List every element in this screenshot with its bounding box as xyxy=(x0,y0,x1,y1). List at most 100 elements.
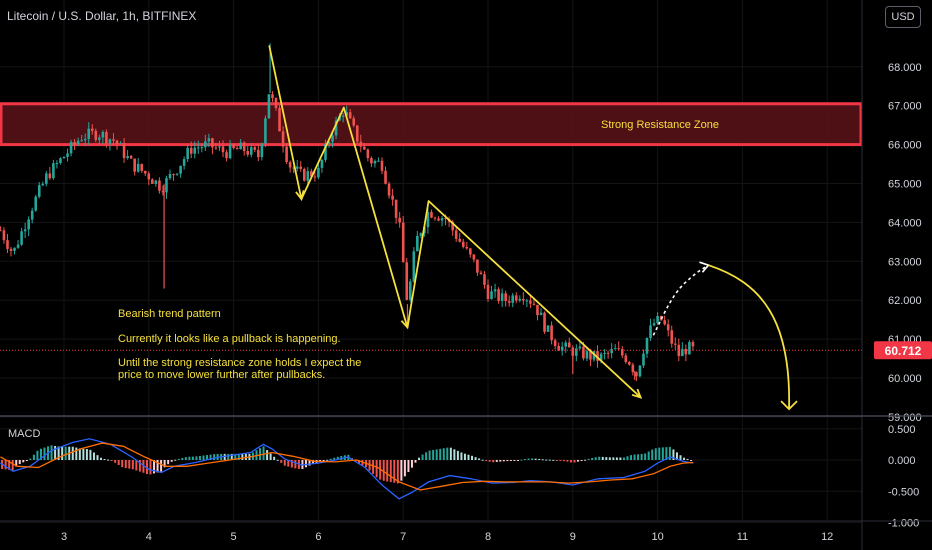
candle-body xyxy=(624,355,628,363)
macd-histogram-bar xyxy=(287,460,290,467)
candle-body xyxy=(546,325,550,332)
macd-histogram-bar xyxy=(467,454,470,460)
macd-histogram-bar xyxy=(601,456,604,460)
candle-body xyxy=(27,219,30,230)
pattern-arrowhead xyxy=(631,388,643,399)
macd-histogram-bar xyxy=(414,460,417,463)
last-price-value: 60.712 xyxy=(885,344,922,358)
macd-histogram-bar xyxy=(117,460,120,465)
macd-histogram-bar xyxy=(672,449,675,460)
macd-histogram-bar xyxy=(608,457,611,460)
macd-histogram-bar xyxy=(386,460,389,482)
candle-body xyxy=(278,108,281,132)
candle-body xyxy=(426,212,430,228)
candle-body xyxy=(140,163,144,171)
candle-body xyxy=(387,183,391,196)
candle-body xyxy=(688,342,691,355)
candle-body xyxy=(295,166,299,169)
macd-histogram-bar xyxy=(100,457,103,460)
candle-body xyxy=(119,143,122,145)
candle-body xyxy=(62,156,66,159)
macd-label[interactable]: MACD xyxy=(8,428,41,440)
y-tick-label: 66.000 xyxy=(888,140,922,152)
candle-body xyxy=(684,348,688,355)
macd-histogram-bar xyxy=(198,455,201,460)
last-price-tag xyxy=(874,341,932,360)
candle-body xyxy=(493,289,497,292)
macd-histogram-bar xyxy=(577,460,580,462)
macd-histogram-bar xyxy=(471,455,474,460)
candle-body xyxy=(73,141,76,145)
macd-histogram-bar xyxy=(460,452,463,460)
macd-histogram-bar xyxy=(478,458,481,460)
candle-body xyxy=(628,362,631,365)
candle-body xyxy=(553,340,557,347)
macd-histogram-bar xyxy=(630,455,633,460)
candle-body xyxy=(0,230,2,232)
candle-body xyxy=(578,346,582,349)
macd-histogram-bar xyxy=(50,445,53,460)
candle-body xyxy=(221,146,225,153)
candle-body xyxy=(348,112,352,119)
macd-histogram-bar xyxy=(418,457,421,460)
projection-drop-arrowhead xyxy=(780,400,798,411)
candle-body xyxy=(253,147,257,150)
x-tick-label: 7 xyxy=(400,531,406,543)
candle-body xyxy=(373,160,377,164)
macd-histogram-bar xyxy=(280,460,283,463)
projection-pullback-path xyxy=(652,264,709,336)
macd-histogram-bar xyxy=(128,460,131,469)
candle-body xyxy=(529,300,532,304)
candle-body xyxy=(83,138,87,141)
macd-histogram-bar xyxy=(428,450,431,460)
macd-histogram-bar xyxy=(622,457,625,460)
candle-body xyxy=(59,158,62,163)
candle-body xyxy=(246,150,250,155)
candle-body xyxy=(483,274,486,285)
candle-body xyxy=(200,147,204,149)
pattern-arrowhead xyxy=(295,190,305,202)
candle-body xyxy=(16,244,20,248)
candle-body xyxy=(497,289,500,301)
candle-body xyxy=(235,148,239,150)
macd-histogram-bar xyxy=(538,458,541,460)
macd-histogram-bar xyxy=(32,454,35,460)
candle-body xyxy=(635,372,638,377)
annotation-line-1: Bearish trend pattern xyxy=(118,308,221,320)
candle-body xyxy=(582,346,585,359)
candle-body xyxy=(151,179,154,184)
candle-body xyxy=(115,140,119,145)
macd-histogram-bar xyxy=(142,460,145,473)
candle-body xyxy=(122,143,126,159)
symbol-title[interactable]: Litecoin / U.S. Dollar, 1h, BITFINEX xyxy=(7,9,197,23)
macd-histogram-bar xyxy=(273,456,276,460)
candle-body xyxy=(260,143,264,158)
candle-body xyxy=(370,158,373,164)
y-tick-label: 62.000 xyxy=(888,295,922,307)
macd-histogram-bar xyxy=(283,460,286,466)
macd-tick-label: -1.000 xyxy=(888,518,919,530)
candle-body xyxy=(242,142,246,151)
candle-body xyxy=(380,160,384,171)
candle-body xyxy=(232,144,235,149)
x-tick-label: 4 xyxy=(146,531,152,543)
macd-histogram-bar xyxy=(153,460,156,474)
macd-histogram-bar xyxy=(8,460,11,470)
candle-body xyxy=(476,259,479,273)
candle-body xyxy=(320,159,324,168)
macd-tick-label: 0.000 xyxy=(888,455,916,467)
macd-histogram-bar xyxy=(234,453,237,460)
candle-body xyxy=(147,173,151,180)
macd-histogram-bar xyxy=(43,447,46,460)
candle-body xyxy=(20,231,23,245)
macd-histogram-bar xyxy=(555,460,558,461)
candle-body xyxy=(649,325,652,338)
projection-drop-path xyxy=(708,264,790,410)
candle-body xyxy=(673,343,677,345)
currency-button[interactable]: USD xyxy=(885,6,921,28)
candle-body xyxy=(267,94,271,119)
macd-histogram-bar xyxy=(690,460,693,461)
macd-histogram-bar xyxy=(552,459,555,461)
macd-histogram-bar xyxy=(329,458,332,460)
